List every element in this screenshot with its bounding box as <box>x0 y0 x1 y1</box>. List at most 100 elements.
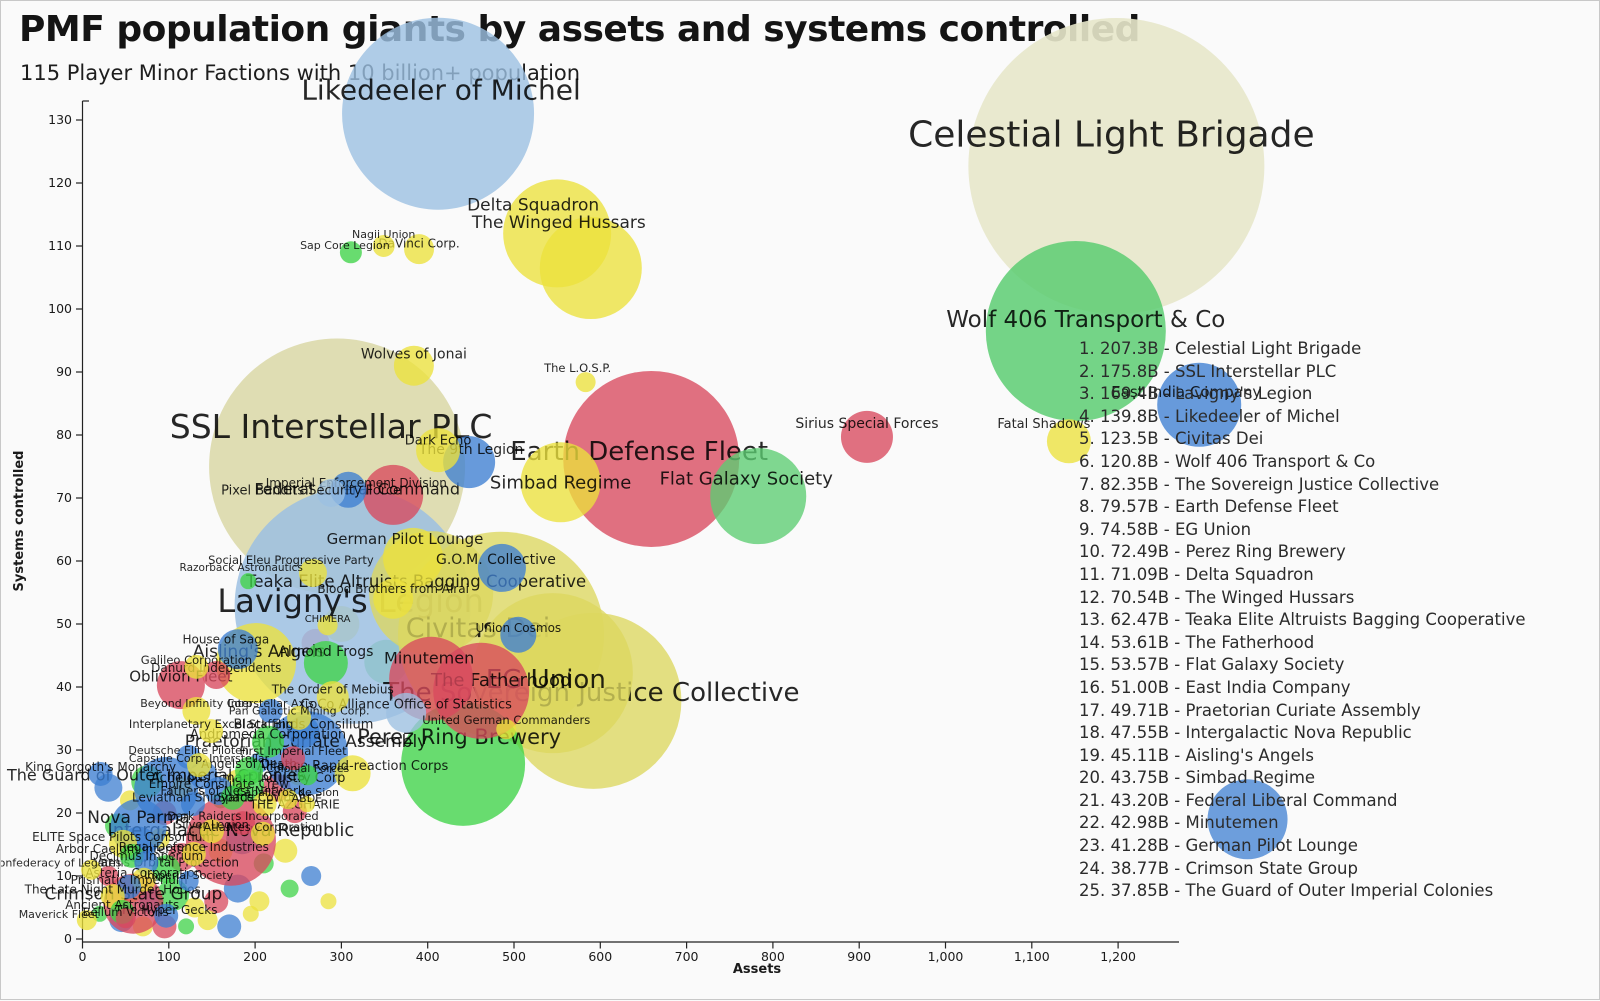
bubble-coco-alliance-office-of-statistics <box>386 692 427 733</box>
faction-label-andromeda-corporation: Andromeda Corporation <box>190 727 346 742</box>
faction-label-union-cosmos: Union Cosmos <box>475 621 561 635</box>
y-tick-label: 120 <box>48 175 72 190</box>
ranking-item-10: 10. 72.49B - Perez Ring Brewery <box>1079 542 1346 562</box>
bubble-g-o-m-collective <box>477 543 526 592</box>
faction-label-atlantes-corporation: Atlantes Corporation <box>203 820 322 834</box>
bubble-union-cosmos <box>500 616 537 653</box>
ranking-item-17: 17. 49.71B - Praetorian Curiate Assembly <box>1079 700 1421 720</box>
faction-label-danurd-independents: Danurd Independents <box>151 661 281 675</box>
bubble-likedeeler-of-michel <box>342 17 535 210</box>
bubble-unlabeled <box>273 838 298 863</box>
ranking-item-3: 3. 169.4B - Lavigny's Legion <box>1079 384 1313 404</box>
bubble-unlabeled <box>249 891 270 912</box>
faction-label-prismatic-imperium: Prismatic Imperium <box>71 873 188 887</box>
faction-label-coco-alliance-office-of-statistics: CoCo Alliance Office of Statistics <box>300 697 512 712</box>
faction-label-g-o-m-collective: G.O.M. Collective <box>436 552 556 568</box>
y-tick-label: 20 <box>56 805 72 820</box>
ranking-item-14: 14. 53.61B - The Fatherhood <box>1079 632 1315 652</box>
bubble-maverick-fleet <box>76 910 97 931</box>
ranking-item-16: 16. 51.00B - East India Company <box>1079 677 1351 697</box>
x-tick-label: 300 <box>329 949 353 964</box>
y-tick-label: 110 <box>48 238 72 253</box>
faction-label-nova-parma: Nova Parma <box>87 808 190 828</box>
faction-label-german-pilot-lounge: German Pilot Lounge <box>327 530 484 548</box>
bubble-danurd-independents <box>202 661 231 690</box>
ranking-item-25: 25. 37.85B - The Guard of Outer Imperial… <box>1079 881 1494 901</box>
bubble-unlabeled <box>1207 779 1288 860</box>
y-tick-label: 90 <box>56 364 72 379</box>
faction-label-colonial-forces: Colonial Forces <box>266 762 349 775</box>
faction-label-social-eleu-progressive-party: Social Eleu Progressive Party <box>208 553 374 567</box>
bubble-confederacy-of-legates <box>81 859 102 880</box>
faction-label-the-late-night-murder-hobos: The Late Night Murder Hobos <box>24 882 201 896</box>
bubble-social-eleu-progressive-party <box>298 558 327 587</box>
faction-label-davinci-corp: DaVinci Corp. <box>378 236 459 250</box>
bubble-galileo-corporation <box>184 654 209 679</box>
ranking-item-19: 19. 45.11B - Aisling's Angels <box>1079 745 1314 765</box>
ranking-item-18: 18. 47.55B - Intergalactic Nova Republic <box>1079 723 1412 743</box>
ranking-item-7: 7. 82.35B - The Sovereign Justice Collec… <box>1079 474 1440 494</box>
bubble-davinci-corp <box>404 234 435 265</box>
faction-label-house-of-saga: House of Saga <box>182 632 269 646</box>
faction-label-wolf-406-transport-co: Wolf 406 Transport & Co <box>946 307 1225 333</box>
bubble-wolves-of-jonai <box>393 345 434 386</box>
faction-label-galileo-corporation: Galileo Corporation <box>141 653 252 667</box>
x-tick-label: 1,200 <box>1100 949 1136 964</box>
faction-label-united-german-commanders: United German Commanders <box>422 713 590 727</box>
faction-label-dark-raiders-incorporated: Dark Raiders Incorporated <box>167 809 318 823</box>
bubble-space-cowboys <box>252 792 277 817</box>
faction-label-capsule-corp-interstellar: Capsule Corp. Interstellar <box>129 752 270 765</box>
bubble-unlabeled <box>301 866 322 886</box>
bubble-alliance-rapid-reaction-corps <box>334 755 371 792</box>
y-tick-label: 0 <box>64 931 72 946</box>
ranking-item-6: 6. 120.8B - Wolf 406 Transport & Co <box>1079 451 1376 471</box>
ranking-item-4: 4. 139.8B - Likedeeler of Michel <box>1079 406 1340 426</box>
faction-label-nagii-union: Nagii Union <box>352 228 415 241</box>
faction-label-pan-galactic-mining-corp: Pan Galactic Mining Corp. <box>229 705 370 718</box>
faction-label-bellum-victoris: Bellum Victoris <box>83 905 169 919</box>
faction-label-east-india-company: East India Company <box>1111 383 1261 401</box>
bubble-chimera <box>317 615 338 636</box>
faction-label-minutemen: Minutemen <box>384 648 474 667</box>
bubble-almond-frogs <box>303 641 348 686</box>
ranking-item-20: 20. 43.75B - Simbad Regime <box>1079 768 1316 788</box>
bubble-unlabeled <box>320 893 337 910</box>
bubble-king-gorgoth-s-monarchy <box>88 761 113 786</box>
y-tick-label: 30 <box>56 742 72 757</box>
x-tick-label: 900 <box>847 949 871 964</box>
faction-label-razorback-astronautics: Razorback Astronautics <box>180 562 303 574</box>
bubble-leviathan-shipyards <box>180 792 205 817</box>
bubble-interplanetary-excel-staffing <box>199 719 224 744</box>
faction-label-intergalactic-nova-republic: Intergalactic Nova Republic <box>108 820 355 841</box>
ranking-item-11: 11. 71.09B - Delta Squadron <box>1079 564 1314 584</box>
bubble-interstellar-axis <box>258 698 283 723</box>
faction-label-the-guard-of-outer-imperial-colonies: The Guard of Outer Imperial Colonies <box>6 766 305 785</box>
bubble-first-imperial-fleet <box>281 746 306 771</box>
bubble-atlantes-corporation <box>250 821 275 846</box>
bubble-capsule-corp-interstellar <box>187 753 212 778</box>
faction-label-empire-consulate-crew: Empire Consulate Crew <box>149 777 289 791</box>
bubble-praetorian-curiate-assembly <box>264 711 349 796</box>
ranking-item-21: 21. 43.20B - Federal Liberal Command <box>1079 790 1398 810</box>
bubble-sirius-special-forces <box>840 410 893 463</box>
ranking-item-15: 15. 53.57B - Flat Galaxy Society <box>1079 655 1345 675</box>
bubble-caballeros-de-sion <box>277 789 298 810</box>
faction-label-angels-of-death: Angels of Death <box>201 757 297 771</box>
ranking-item-12: 12. 70.54B - The Winged Hussars <box>1079 587 1355 607</box>
bubble-fatal-shadows <box>1046 419 1091 464</box>
x-tick-label: 600 <box>588 949 612 964</box>
bubble-the-l-o-s-p <box>575 372 596 393</box>
faction-label-the-l-o-s-p: The L.O.S.P. <box>543 361 611 375</box>
x-tick-label: 1,000 <box>928 949 964 964</box>
bubble-dark-raiders-incorporated <box>231 811 256 836</box>
bubble-regal-defence-industries <box>181 841 206 866</box>
bubble-unlabeled <box>178 918 195 935</box>
faction-label-silver-legion: Silver Legion <box>175 817 249 831</box>
bubble-unlabeled <box>197 910 218 931</box>
bubble-the-order-of-mebius <box>316 681 349 714</box>
x-tick-label: 0 <box>79 949 87 964</box>
bubble-dark-echo <box>416 428 461 473</box>
x-tick-label: 100 <box>157 949 181 964</box>
